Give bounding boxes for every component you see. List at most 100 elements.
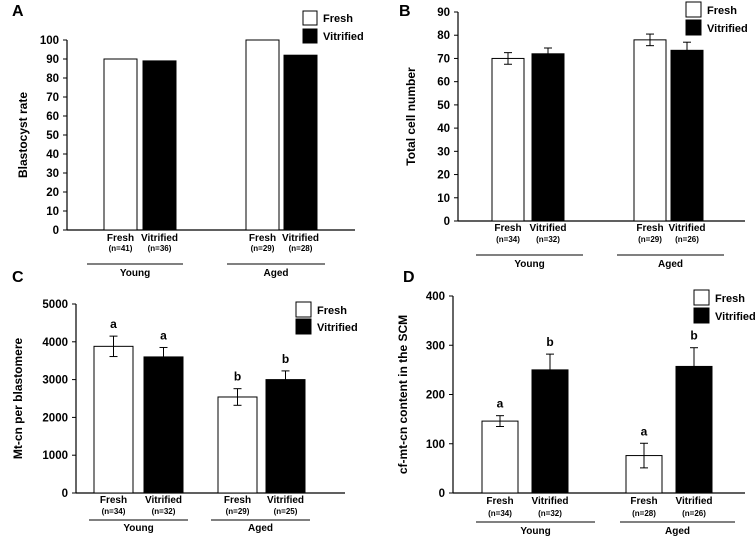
panel-d-group-label-aged: Aged [665, 526, 690, 537]
panel-a-y-tick-label: 30 [46, 168, 59, 180]
panel-b-bar-3 [633, 39, 667, 222]
panel-c-group-label-young: Young [123, 523, 153, 534]
panel-b-n-label-3: (n=29) [638, 235, 662, 244]
panel-c-y-label: Mt-cn per blastomere [11, 337, 25, 459]
panel-a-y-tick-label: 60 [46, 111, 59, 123]
panel-d-n-label-1: (n=34) [488, 509, 512, 518]
panel-c-bar-3 [217, 396, 258, 494]
panel-b-group-label-young: Young [514, 259, 544, 270]
panel-c-category-label-1: Fresh [100, 495, 127, 506]
panel-a-group-label-young: Young [120, 268, 150, 279]
panel-d-y-label: cf-mt-cn content in the SCM [396, 315, 410, 474]
panel-a-category-label-1: Fresh [107, 233, 134, 244]
panel-b-bar-1 [491, 57, 525, 222]
panel-b-category-label-2: Vitrified [529, 223, 566, 234]
panel-c-legend-label-fresh: Fresh [317, 305, 347, 317]
panel-a-y-tick-label: 0 [53, 225, 59, 237]
panel-c-y-tick-label: 1000 [42, 450, 68, 462]
panel-a-category-label-3: Fresh [249, 233, 276, 244]
panel-b-legend-label-fresh: Fresh [707, 5, 737, 17]
panel-c-legend-swatch-vitrified [295, 318, 312, 335]
panel-a-y-tick-label: 80 [46, 73, 59, 85]
panel-a-bar-1 [103, 58, 138, 231]
panel-b-n-label-1: (n=34) [496, 235, 520, 244]
panel-d-sig-letter-3: a [641, 424, 648, 438]
panel-a-n-label-3: (n=29) [251, 244, 275, 253]
panel-b-category-label-1: Fresh [494, 223, 521, 234]
panel-d-sig-letter-1: a [497, 397, 504, 411]
panel-a-legend-label-fresh: Fresh [323, 13, 353, 25]
panel-b-category-label-3: Fresh [636, 223, 663, 234]
panel-d-letter: D [403, 269, 415, 286]
panel-b-y-tick-label: 0 [444, 216, 450, 228]
panel-a-y-tick-label: 70 [46, 92, 59, 104]
panel-d-bar-1 [481, 420, 519, 494]
panel-b-y-tick-label: 70 [437, 53, 450, 65]
panel-d-n-label-4: (n=26) [682, 509, 706, 518]
panel-d-legend-swatch-fresh [693, 289, 710, 306]
panel-a-letter: A [12, 3, 24, 20]
panel-a-y-tick-label: 20 [46, 187, 59, 199]
panel-c-legend-label-vitrified: Vitrified [317, 322, 358, 334]
panel-a-bar-3 [245, 39, 280, 231]
panel-c-bar-4 [265, 379, 306, 494]
panel-a-legend-label-vitrified: Vitrified [323, 31, 364, 43]
panel-c-bar-2 [143, 356, 184, 494]
panel-d-y-tick-label: 200 [426, 390, 445, 402]
panel-b-bar-2 [531, 53, 565, 222]
panel-a-y-tick-label: 100 [40, 35, 59, 47]
panel-d-category-label-3: Fresh [630, 496, 657, 507]
panel-c-sig-letter-4: b [282, 352, 289, 366]
panel-b-letter: B [399, 3, 411, 20]
panel-d-n-label-2: (n=32) [538, 509, 562, 518]
panel-d-legend-label-fresh: Fresh [715, 293, 745, 305]
panel-b-category-label-4: Vitrified [668, 223, 705, 234]
panel-a-y-tick-label: 10 [46, 206, 59, 218]
panel-c-category-label-2: Vitrified [145, 495, 182, 506]
panel-d-y-tick-label: 300 [426, 340, 445, 352]
panel-a-n-label-4: (n=28) [289, 244, 313, 253]
panel-c-category-label-4: Vitrified [267, 495, 304, 506]
panel-a-group-label-aged: Aged [264, 268, 289, 279]
panel-b-legend-swatch-fresh [685, 1, 702, 18]
panel-b-n-label-4: (n=26) [675, 235, 699, 244]
panel-a-bar-2 [142, 60, 177, 231]
panel-b-y-tick-label: 80 [437, 30, 450, 42]
panel-b-y-tick-label: 50 [437, 100, 450, 112]
panel-d-sig-letter-2: b [546, 335, 553, 349]
panel-d-y-tick-label: 400 [426, 291, 445, 303]
panel-c-y-tick-label: 0 [62, 488, 68, 500]
panel-d-n-label-3: (n=28) [632, 509, 656, 518]
panel-b-y-tick-label: 40 [437, 123, 450, 135]
panel-c-n-label-4: (n=25) [274, 507, 298, 516]
panel-a-n-label-1: (n=41) [109, 244, 133, 253]
panel-c-sig-letter-2: a [160, 328, 167, 342]
panel-b-y-tick-label: 90 [437, 7, 450, 19]
panel-c-n-label-1: (n=34) [102, 507, 126, 516]
panel-d-category-label-2: Vitrified [531, 496, 568, 507]
panel-c-y-tick-label: 4000 [42, 337, 68, 349]
panel-a-legend-swatch-fresh [302, 10, 318, 26]
panel-a-category-label-4: Vitrified [282, 233, 319, 244]
panel-b-group-label-aged: Aged [658, 259, 683, 270]
panel-d-y-tick-label: 100 [426, 439, 445, 451]
panel-b-legend-swatch-vitrified [685, 19, 702, 36]
panel-b-y-tick-label: 10 [437, 193, 450, 205]
panel-c-sig-letter-1: a [110, 317, 117, 331]
panel-c-n-label-2: (n=32) [152, 507, 176, 516]
panel-c-sig-letter-3: b [234, 370, 241, 384]
panel-c-y-tick-label: 2000 [42, 412, 68, 424]
panel-d-legend-label-vitrified: Vitrified [715, 311, 756, 323]
panel-d-bar-2 [531, 369, 569, 494]
panel-c-group-label-aged: Aged [248, 523, 273, 534]
panel-d-y-tick-label: 0 [439, 488, 445, 500]
panel-b-y-tick-label: 30 [437, 146, 450, 158]
panel-d-category-label-4: Vitrified [675, 496, 712, 507]
panel-c-letter: C [12, 269, 24, 286]
panel-c-y-tick-label: 5000 [42, 299, 68, 311]
panel-d-legend-swatch-vitrified [693, 307, 710, 324]
panel-b-n-label-2: (n=32) [536, 235, 560, 244]
panel-c-n-label-3: (n=29) [226, 507, 250, 516]
panel-a-y-tick-label: 40 [46, 149, 59, 161]
